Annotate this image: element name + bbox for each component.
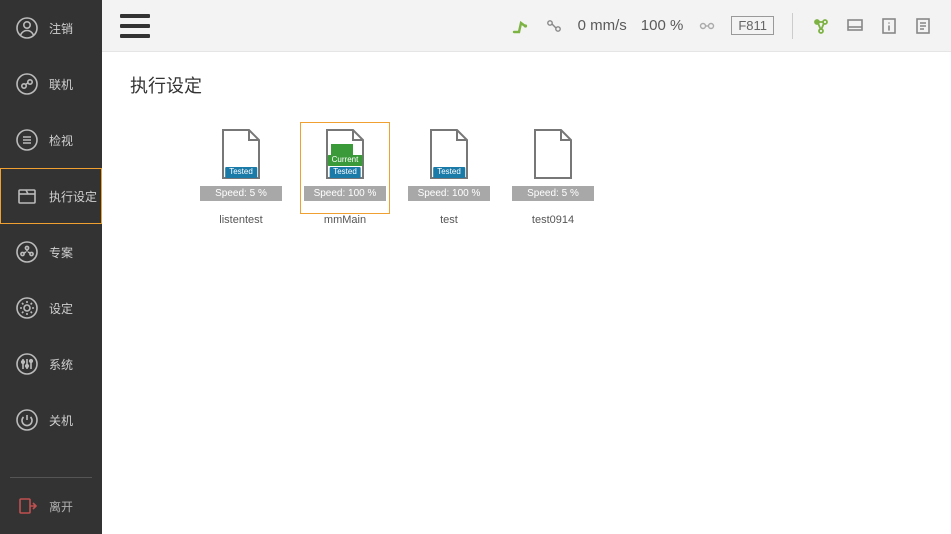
sidebar-item-run-settings[interactable]: 执行设定 bbox=[0, 168, 102, 224]
speed-label: Speed: 5 % bbox=[512, 186, 594, 201]
status-divider bbox=[792, 13, 793, 39]
main-area: 0 mm/s 100 % F811 bbox=[102, 0, 951, 534]
tested-badge: Tested bbox=[225, 167, 257, 178]
sidebar-item-shutdown[interactable]: 关机 bbox=[0, 392, 102, 448]
project-icon bbox=[15, 240, 39, 264]
page-title: 执行设定 bbox=[130, 72, 923, 98]
speed-label: Speed: 100 % bbox=[304, 186, 386, 201]
file-name: listentest bbox=[219, 214, 262, 226]
file-card[interactable]: Speed: 5 % test0914 bbox=[512, 126, 594, 226]
link-icon bbox=[15, 72, 39, 96]
file-name: mmMain bbox=[324, 214, 366, 226]
document-icon bbox=[531, 128, 575, 180]
robot-status-icon[interactable] bbox=[510, 16, 530, 36]
code-display: F811 bbox=[731, 16, 774, 36]
sidebar-item-label: 离开 bbox=[49, 498, 73, 515]
sidebar-item-settings[interactable]: 设定 bbox=[0, 280, 102, 336]
speed-label: Speed: 100 % bbox=[408, 186, 490, 201]
menu-button[interactable] bbox=[120, 14, 150, 38]
content-area: 执行设定 Tested Speed: 5 % bbox=[102, 52, 951, 246]
sidebar-item-label: 设定 bbox=[49, 300, 73, 317]
document-icon: Tested bbox=[219, 128, 263, 180]
sidebar-item-connect[interactable]: 联机 bbox=[0, 56, 102, 112]
current-badge: Current bbox=[328, 155, 363, 166]
power-icon bbox=[15, 408, 39, 432]
file-card[interactable]: Tested Speed: 5 % listentest bbox=[200, 126, 282, 226]
sidebar-item-view[interactable]: 检视 bbox=[0, 112, 102, 168]
info-icon[interactable] bbox=[879, 16, 899, 36]
app-root: 注销 联机 检视 执行设定 bbox=[0, 0, 951, 534]
override-value: 100 % bbox=[641, 17, 684, 34]
sidebar-spacer bbox=[0, 448, 102, 477]
sidebar-item-system[interactable]: 系统 bbox=[0, 336, 102, 392]
monitor-icon[interactable] bbox=[845, 16, 865, 36]
sidebar-item-label: 注销 bbox=[49, 20, 73, 37]
tested-badge: Tested bbox=[433, 167, 465, 178]
user-icon bbox=[15, 16, 39, 40]
file-name: test bbox=[440, 214, 458, 226]
speed-value: 0 mm/s bbox=[578, 17, 627, 34]
gear-icon bbox=[15, 296, 39, 320]
sidebar-item-label: 系统 bbox=[49, 356, 73, 373]
file-name: test0914 bbox=[532, 214, 574, 226]
document-icon: Tested bbox=[427, 128, 471, 180]
status-group: 0 mm/s 100 % F811 bbox=[510, 13, 933, 39]
exit-icon bbox=[15, 494, 39, 518]
sidebar-item-logout[interactable]: 注销 bbox=[0, 0, 102, 56]
sidebar: 注销 联机 检视 执行设定 bbox=[0, 0, 102, 534]
sidebar-item-label: 执行设定 bbox=[49, 188, 97, 205]
file-card[interactable]: Current Tested Speed: 100 % mmMain bbox=[304, 126, 386, 226]
sidebar-item-project[interactable]: 专案 bbox=[0, 224, 102, 280]
tested-badge: Tested bbox=[329, 167, 361, 178]
sidebar-item-label: 联机 bbox=[49, 76, 73, 93]
sliders-icon bbox=[15, 352, 39, 376]
speed-icon bbox=[544, 16, 564, 36]
list-icon bbox=[15, 128, 39, 152]
log-icon[interactable] bbox=[913, 16, 933, 36]
topbar: 0 mm/s 100 % F811 bbox=[102, 0, 951, 52]
network-icon[interactable] bbox=[811, 16, 831, 36]
sidebar-item-label: 专案 bbox=[49, 244, 73, 261]
sidebar-item-label: 关机 bbox=[49, 412, 73, 429]
file-card[interactable]: Tested Speed: 100 % test bbox=[408, 126, 490, 226]
document-icon: Current Tested bbox=[323, 128, 367, 180]
speed-label: Speed: 5 % bbox=[200, 186, 282, 201]
folder-icon bbox=[15, 184, 39, 208]
file-grid: Tested Speed: 5 % listentest bbox=[130, 126, 923, 226]
sidebar-item-label: 检视 bbox=[49, 132, 73, 149]
sidebar-item-exit[interactable]: 离开 bbox=[0, 478, 102, 534]
chain-icon bbox=[697, 16, 717, 36]
